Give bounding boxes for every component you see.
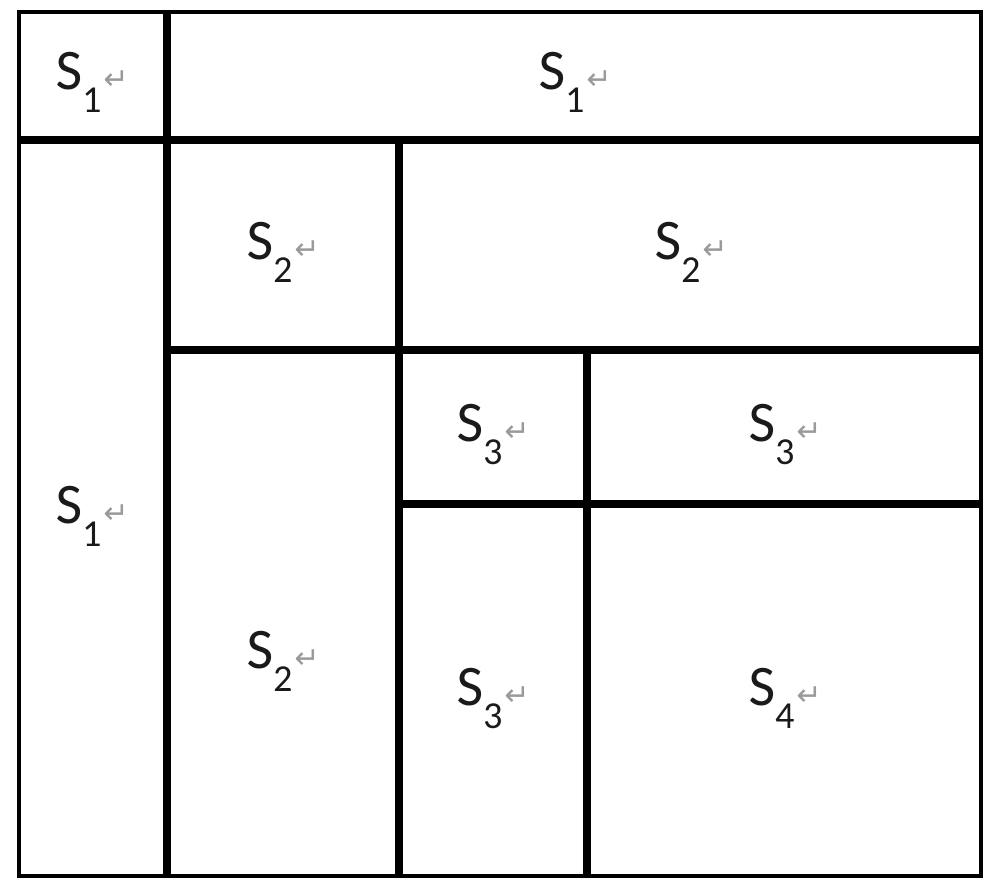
label-subscript: 2	[681, 247, 700, 293]
label-base: S	[654, 204, 681, 275]
cell-s1-top-right: S1↵	[167, 10, 983, 140]
cell-label: S2↵	[246, 211, 319, 279]
cell-label: S1↵	[538, 41, 611, 109]
label-base: S	[246, 613, 273, 684]
return-glyph-icon: ↵	[504, 677, 529, 714]
return-glyph-icon: ↵	[586, 61, 611, 98]
cell-s1-top-left: S1↵	[17, 10, 167, 140]
cell-label: S1↵	[55, 41, 128, 109]
label-subscript: 1	[82, 77, 101, 123]
label-base: S	[748, 650, 775, 721]
cell-label: S3↵	[748, 393, 821, 461]
cell-s1-left-tall: S1↵	[17, 140, 167, 878]
cell-s2-mid-right: S2↵	[399, 140, 983, 350]
cell-s2-mid-left: S2↵	[167, 140, 399, 350]
label-subscript: 1	[82, 511, 101, 557]
label-subscript: 2	[273, 247, 292, 293]
cell-label: S2↵	[654, 211, 727, 279]
label-subscript: 4	[775, 693, 794, 739]
return-glyph-icon: ↵	[294, 231, 319, 268]
label-subscript: 3	[775, 429, 794, 475]
cell-label: S3↵	[456, 393, 529, 461]
cell-s3-small-right: S3↵	[587, 350, 983, 504]
return-glyph-icon: ↵	[796, 677, 821, 714]
return-glyph-icon: ↵	[796, 413, 821, 450]
diagram-root: S1↵S1↵S1↵S2↵S2↵S2↵S3↵S3↵S3↵S4↵	[17, 10, 983, 878]
return-glyph-icon: ↵	[702, 231, 727, 268]
cell-label: S4↵	[748, 657, 821, 725]
label-base: S	[55, 468, 82, 539]
label-subscript: 3	[483, 693, 502, 739]
cell-s2-tall: S2↵	[167, 350, 399, 878]
label-base: S	[748, 386, 775, 457]
return-glyph-icon: ↵	[504, 413, 529, 450]
cell-s3-lower-left: S3↵	[399, 504, 587, 878]
label-base: S	[456, 650, 483, 721]
label-base: S	[538, 34, 565, 105]
label-base: S	[456, 386, 483, 457]
label-subscript: 3	[483, 429, 502, 475]
cell-label: S3↵	[456, 657, 529, 725]
label-subscript: 2	[273, 656, 292, 702]
return-glyph-icon: ↵	[103, 61, 128, 98]
return-glyph-icon: ↵	[294, 640, 319, 677]
cell-s4: S4↵	[587, 504, 983, 878]
cell-s3-small-left: S3↵	[399, 350, 587, 504]
cell-label: S1↵	[55, 475, 128, 543]
return-glyph-icon: ↵	[103, 495, 128, 532]
cell-label: S2↵	[246, 620, 319, 688]
label-base: S	[246, 204, 273, 275]
label-subscript: 1	[565, 77, 584, 123]
label-base: S	[55, 34, 82, 105]
